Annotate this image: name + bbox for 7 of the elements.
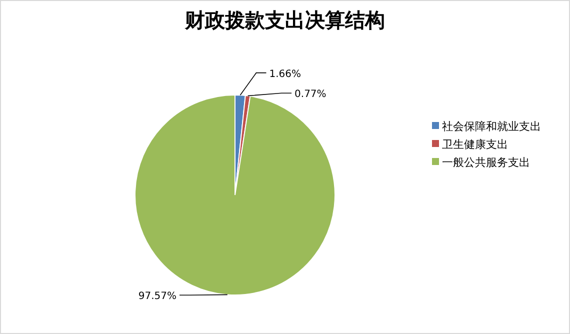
data-label: 97.57% bbox=[138, 291, 177, 302]
chart-title: 财政拨款支出决算结构 bbox=[184, 8, 385, 32]
legend-label: 卫生健康支出 bbox=[442, 138, 508, 151]
legend-label: 社会保障和就业支出 bbox=[442, 120, 541, 133]
data-label: 0.77% bbox=[294, 89, 326, 100]
data-label: 1.66% bbox=[269, 68, 302, 80]
legend-label: 一般公共服务支出 bbox=[442, 156, 530, 169]
